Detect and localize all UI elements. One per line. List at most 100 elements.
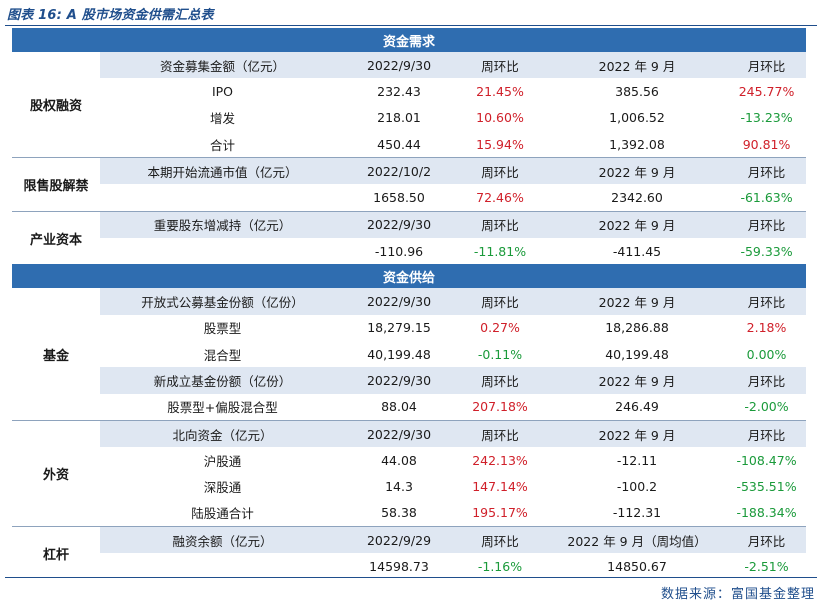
table-row: 合计 450.44 15.94% 1,392.08 90.81% [12,131,806,158]
value-month-cell: -100.2 [616,479,658,495]
row-label-cell: 沪股通 [203,453,242,469]
value-date-cell: 450.44 [377,136,421,152]
table-row: IPO 232.43 21.45% 385.56 245.77% [12,78,806,104]
row-label-cell: 陆股通合计 [191,506,254,522]
supply-demand-table: 资金需求 股权融资 资金募集金额（亿元） 2022/9/30 周环比 2022 年 9 月… [12,28,807,580]
group-label: 外资 [12,419,100,527]
value-date-cell: 40,199.48 [367,346,431,362]
value-month-cell: -12.11 [616,452,658,468]
row-label-cell: 合计 [209,137,235,153]
value-month-cell: 2342.60 [611,190,663,206]
row-label-cell: 本期开始流通市值（亿元） [100,157,345,185]
caption-rule [5,25,817,26]
subheader-row: 股权融资 资金募集金额（亿元） 2022/9/30 周环比 2022 年 9 月月环比 [12,52,807,158]
table-row: 股票型+偏股混合型 88.04 207.18% 246.49 -2.00% [12,394,806,421]
value-date-cell: 2022/9/30 [345,52,453,79]
row-label-cell [100,184,345,211]
table-row: 混合型 40,199.48 -0.11% 40,199.48 0.00% [12,341,806,367]
value-date-cell: 44.08 [381,452,417,468]
change-monthly-cell: 月环比 [727,210,807,239]
change-weekly-cell: 21.45% [476,83,524,99]
subheader-row: 限售股解禁 本期开始流通市值（亿元） 2022/10/2 周环比 2022 年 9 月月… [12,157,807,212]
change-weekly-cell: 15.94% [476,136,524,152]
section-title: 资金供给 [12,264,807,289]
row-label-cell: 股票型+偏股混合型 [167,400,278,416]
data-source-note: 数据来源：富国基金整理 [660,587,815,602]
row-label-cell: 融资余额（亿元） [100,526,345,554]
value-date-cell: 2022/9/30 [345,367,453,394]
value-date-cell: 88.04 [381,399,417,415]
table-row: 陆股通合计 58.38 195.17% -112.31 -188.34% [12,500,806,527]
value-date-cell: 1658.50 [373,190,425,206]
subheader-row: 外资 北向资金（亿元） 2022/9/30 周环比 2022 年 9 月月环比 [12,419,807,527]
group-label: 股权融资 [12,52,100,158]
subheader-row: 杠杆 融资余额（亿元） 2022/9/29 周环比 2022 年 9 月（周均值） 月环比 [12,526,807,580]
section-title: 资金需求 [12,28,807,52]
change-weekly-cell: 周环比 [453,367,547,394]
table-body: 资金需求 股权融资 资金募集金额（亿元） 2022/9/30 周环比 2022 年 9 月… [12,28,807,580]
row-label-cell: 开放式公募基金份额（亿份） [100,288,345,315]
change-monthly-cell: 月环比 [727,419,807,448]
change-weekly-cell: -1.16% [477,558,523,574]
change-weekly-cell: 周环比 [453,210,547,239]
table-row: 1658.50 72.46% 2342.60 -61.63% [12,184,806,211]
row-label-cell: 新成立基金份额（亿份） [100,367,345,394]
row-label-cell: 股票型 [203,321,242,337]
value-month-cell: 385.56 [615,83,659,99]
change-monthly-cell: 月环比 [727,157,807,185]
value-month-cell: 1,006.52 [609,110,665,126]
group-label: 基金 [12,288,100,421]
value-date-cell: 218.01 [377,110,421,126]
table-row: 14598.73 -1.16% 14850.67 -2.51% [12,553,806,579]
value-date-cell: 14598.73 [369,558,429,574]
subheader-row: 新成立基金份额（亿份） 2022/9/30 周环比 2022 年 9 月月环比 [12,367,807,394]
change-weekly-cell: 207.18% [472,399,528,415]
value-date-cell: 232.43 [377,83,421,99]
row-label-cell: 重要股东增减持（亿元） [100,210,345,239]
table-row: 股票型 18,279.15 0.27% 18,286.88 2.18% [12,315,806,341]
value-date-cell: 2022/10/2 [345,157,453,185]
value-month-cell: 246.49 [615,399,659,415]
change-monthly-cell: -59.33% [740,243,793,259]
value-date-cell: 14.3 [385,479,413,495]
value-date-cell: 2022/9/30 [345,419,453,448]
value-month-cell: 2022 年 9 月 [547,157,727,185]
value-month-cell: 40,199.48 [605,346,669,362]
group-label: 杠杆 [12,526,100,580]
change-weekly-cell: 72.46% [476,190,524,206]
change-weekly-cell: 242.13% [472,452,528,468]
group-label: 产业资本 [12,210,100,265]
subheader-row: 产业资本 重要股东增减持（亿元） 2022/9/30 周环比 2022 年 9 月月环比 [12,210,807,265]
change-monthly-cell: 90.81% [742,136,791,152]
supply-demand-table-wrap: 资金需求 股权融资 资金募集金额（亿元） 2022/9/30 周环比 2022 年 9 月… [12,28,807,580]
value-date-cell: 58.38 [381,505,417,521]
change-monthly-cell: 月环比 [727,526,807,554]
bottom-rule [5,577,817,578]
change-monthly-cell: -61.63% [740,190,793,206]
value-month-cell: 2022 年 9 月 [547,367,727,394]
figure-caption: 图表 16: A 股市场资金供需汇总表 [7,8,214,23]
table-row: -110.96 -11.81% -411.45 -59.33% [12,238,806,264]
value-month-cell: 2022 年 9 月 [547,210,727,239]
row-label-cell: 增发 [209,111,235,127]
row-label-cell: 深股通 [203,480,242,496]
row-label-cell [100,238,345,264]
value-date-cell: 2022/9/30 [345,288,453,315]
change-monthly-cell: 月环比 [727,52,807,79]
change-weekly-cell: -0.11% [477,346,523,362]
change-monthly-cell: -535.51% [736,479,797,495]
change-monthly-cell: 月环比 [727,288,807,315]
row-label-cell: 混合型 [203,347,242,363]
change-weekly-cell: 周环比 [453,288,547,315]
change-monthly-cell: 0.00% [746,346,787,362]
subheader-row: 基金 开放式公募基金份额（亿份） 2022/9/30 周环比 2022 年 9 月月环比 [12,288,807,421]
value-month-cell: -411.45 [612,243,662,259]
value-month-cell: 14850.67 [607,558,667,574]
value-month-cell: 18,286.88 [605,320,669,336]
row-label-cell: 资金募集金额（亿元） [100,52,345,79]
value-date-cell: 2022/9/30 [345,210,453,239]
row-label-cell [100,553,345,579]
value-date-cell: 18,279.15 [367,320,431,336]
change-weekly-cell: 10.60% [476,110,524,126]
value-month-cell: 2022 年 9 月 [547,52,727,79]
